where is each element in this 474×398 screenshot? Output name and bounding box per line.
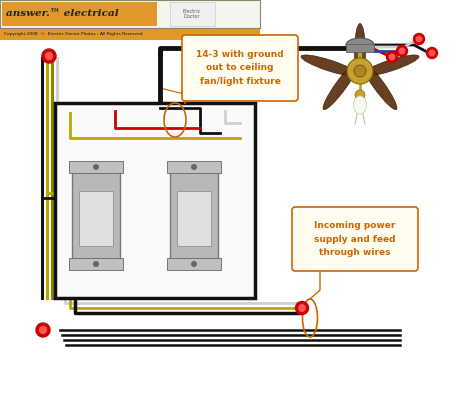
FancyBboxPatch shape — [182, 35, 298, 101]
Ellipse shape — [346, 38, 374, 52]
Text: answer.™ electrical: answer.™ electrical — [6, 10, 119, 18]
Bar — [177, 191, 211, 246]
Circle shape — [396, 45, 408, 57]
Circle shape — [389, 54, 395, 60]
Bar — [2, 2, 157, 26]
Circle shape — [42, 49, 56, 63]
Circle shape — [416, 36, 422, 42]
Circle shape — [39, 326, 46, 334]
Ellipse shape — [361, 61, 397, 110]
Ellipse shape — [355, 23, 365, 84]
Circle shape — [191, 261, 197, 267]
Text: 14-3 with ground
out to ceiling
fan/light fixture: 14-3 with ground out to ceiling fan/ligh… — [196, 50, 284, 86]
Text: Copyright 2008  ©  Electric Doctor Photos - All Rights Reserved: Copyright 2008 © Electric Doctor Photos … — [4, 32, 143, 36]
Bar — [79, 191, 113, 246]
Circle shape — [413, 33, 425, 45]
Circle shape — [46, 53, 53, 59]
Bar — [167, 161, 221, 173]
Circle shape — [93, 164, 99, 170]
Circle shape — [355, 90, 365, 100]
Ellipse shape — [301, 55, 358, 76]
Circle shape — [191, 164, 197, 170]
Bar — [170, 163, 218, 268]
Bar — [55, 103, 255, 298]
Bar — [69, 258, 123, 270]
Text: Electric
Doctor: Electric Doctor — [183, 9, 201, 20]
Circle shape — [386, 51, 398, 62]
Ellipse shape — [323, 61, 359, 110]
Ellipse shape — [362, 55, 419, 76]
Circle shape — [399, 48, 405, 54]
Bar — [167, 258, 221, 270]
Bar — [170, 2, 215, 26]
Bar — [0, 28, 260, 40]
Circle shape — [354, 65, 366, 77]
Text: Incoming power
supply and feed
through wires: Incoming power supply and feed through w… — [314, 221, 396, 257]
Circle shape — [347, 58, 373, 84]
Ellipse shape — [354, 96, 366, 114]
FancyBboxPatch shape — [292, 207, 418, 271]
Bar — [72, 163, 120, 268]
Circle shape — [93, 261, 99, 267]
Bar — [69, 161, 123, 173]
Circle shape — [429, 50, 435, 56]
Bar — [346, 44, 374, 52]
Circle shape — [295, 302, 309, 314]
Bar — [0, 0, 260, 28]
Circle shape — [299, 305, 305, 311]
Circle shape — [36, 323, 50, 337]
Circle shape — [427, 47, 438, 59]
